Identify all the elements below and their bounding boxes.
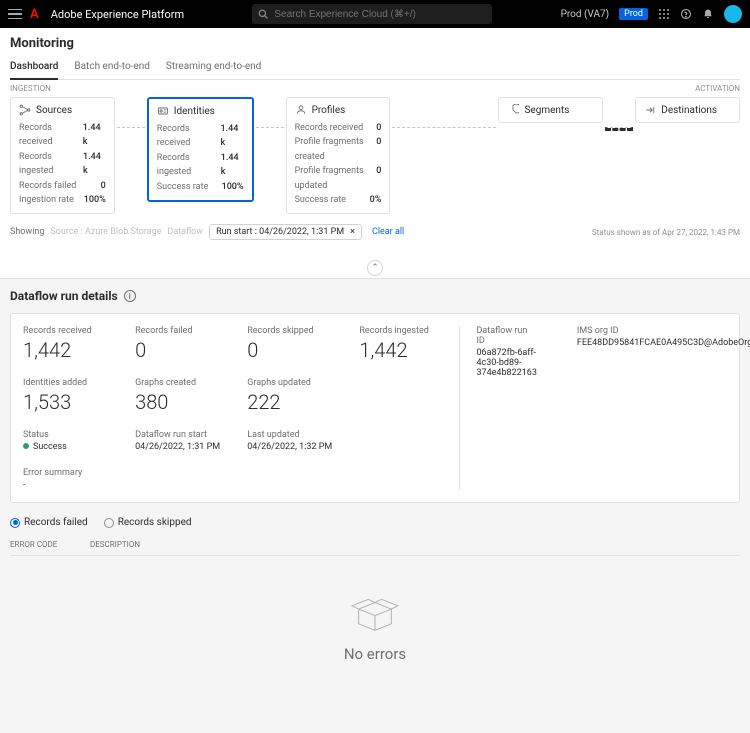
radio-records-skipped[interactable]: Records skipped — [104, 517, 192, 528]
clear-all[interactable]: Clear all — [372, 227, 404, 237]
error-filter-radios: Records failed Records skipped — [10, 517, 740, 528]
card-title: Destinations — [661, 105, 717, 116]
app-title: Adobe Experience Platform — [51, 8, 184, 21]
destinations-icon — [644, 104, 656, 116]
env-label: Prod (VA7) — [561, 9, 610, 20]
metric-graphs-created: 380 — [135, 390, 235, 414]
identities-icon — [157, 105, 169, 117]
env-badge: Prod — [619, 8, 648, 20]
error-table-header: ERROR CODE DESCRIPTION — [10, 534, 740, 556]
pipeline: Sources Records received1.44 k Records i… — [10, 97, 740, 214]
close-icon[interactable]: × — [350, 227, 355, 237]
metric-org-id: FEE48DD95841FCAE0A495C3D@AdobeOrg — [577, 338, 750, 348]
card-title: Profiles — [312, 105, 346, 116]
col-description: DESCRIPTION — [90, 540, 140, 549]
status-note: Status shown as of Apr 27, 2022, 1:43 PM — [592, 228, 740, 237]
card-title: Sources — [36, 105, 72, 116]
card-identities[interactable]: Identities Records received1.44 k Record… — [147, 97, 254, 202]
metric-run-id: 06a872fb-6aff-4c30-bd89-374e4b822163 — [476, 348, 536, 378]
empty-state: No errors — [10, 556, 740, 723]
sources-icon — [19, 104, 31, 116]
page-title: Monitoring — [10, 36, 740, 51]
metric-graphs-updated: 222 — [247, 390, 347, 414]
tab-streaming[interactable]: Streaming end-to-end — [166, 57, 261, 79]
filter-source: Source : Azure Blob Storage — [50, 227, 161, 237]
showing-label: Showing — [10, 227, 44, 237]
metric-error-summary: - — [23, 480, 459, 490]
stage-activation: ACTIVATION — [695, 84, 740, 93]
segments-icon — [507, 104, 519, 116]
metric-run-start: 04/26/2022, 1:31 PM — [135, 442, 235, 452]
metric-records-failed: 0 — [135, 338, 235, 362]
tabs: Dashboard Batch end-to-end Streaming end… — [10, 57, 740, 80]
collapse-handle[interactable]: ⌃ — [367, 260, 383, 276]
metrics-panel: Records received1,442 Records failed0 Re… — [10, 313, 740, 503]
logo-icon: A — [30, 7, 39, 22]
metric-records-received: 1,442 — [23, 338, 123, 362]
filter-bar: Showing Source : Azure Blob Storage Data… — [10, 224, 740, 240]
topbar: A Adobe Experience Platform Prod (VA7) P… — [0, 0, 750, 28]
radio-records-failed[interactable]: Records failed — [10, 517, 88, 528]
metric-records-skipped: 0 — [247, 338, 347, 362]
help-icon[interactable] — [680, 8, 692, 20]
card-segments[interactable]: Segments — [498, 97, 603, 123]
search-icon — [258, 9, 268, 19]
metric-last-updated: 04/26/2022, 1:32 PM — [247, 442, 347, 452]
search-input[interactable] — [274, 9, 486, 20]
apps-icon[interactable] — [658, 8, 670, 20]
info-icon[interactable]: i — [124, 290, 136, 302]
menu-icon[interactable] — [8, 7, 22, 21]
empty-text: No errors — [10, 645, 740, 663]
metric-status: Success — [23, 442, 123, 452]
stage-ingestion: INGESTION — [10, 84, 51, 93]
card-title: Identities — [174, 106, 215, 117]
bell-icon[interactable] — [702, 8, 714, 20]
global-search[interactable] — [252, 4, 492, 24]
empty-box-icon — [10, 596, 740, 635]
profiles-icon — [295, 104, 307, 116]
card-profiles[interactable]: Profiles Records received0 Profile fragm… — [286, 97, 391, 214]
tab-dashboard[interactable]: Dashboard — [10, 57, 58, 80]
card-sources[interactable]: Sources Records received1.44 k Records i… — [10, 97, 115, 214]
metric-identities-added: 1,533 — [23, 390, 123, 414]
avatar[interactable] — [724, 5, 742, 23]
card-title: Segments — [524, 105, 569, 116]
card-destinations[interactable]: Destinations — [635, 97, 740, 123]
metric-records-ingested: 1,442 — [359, 338, 459, 362]
col-error-code: ERROR CODE — [10, 540, 90, 549]
details-title: Dataflow run details i — [10, 289, 740, 303]
filter-dataflow: Dataflow — [167, 227, 203, 237]
tab-batch[interactable]: Batch end-to-end — [74, 57, 150, 79]
filter-runstart[interactable]: Run start : 04/26/2022, 1:31 PM × — [209, 224, 362, 240]
